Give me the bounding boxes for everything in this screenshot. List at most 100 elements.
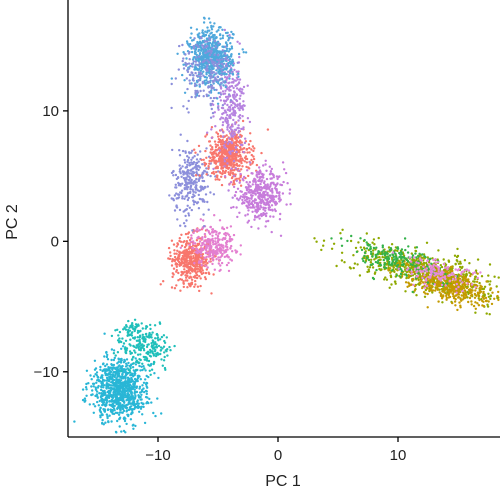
data-point bbox=[120, 347, 123, 350]
data-point bbox=[223, 232, 226, 236]
data-point bbox=[205, 156, 208, 159]
data-point bbox=[206, 241, 209, 244]
data-point bbox=[131, 326, 134, 329]
data-point bbox=[129, 352, 132, 355]
data-point bbox=[110, 363, 113, 366]
data-point bbox=[216, 97, 219, 100]
data-point bbox=[95, 393, 99, 396]
data-point bbox=[224, 234, 228, 237]
data-point bbox=[286, 182, 289, 185]
data-point bbox=[140, 398, 143, 401]
data-point bbox=[403, 266, 406, 269]
data-point bbox=[217, 70, 220, 73]
data-point bbox=[194, 96, 197, 99]
data-point bbox=[172, 267, 176, 270]
data-point bbox=[198, 289, 201, 293]
data-point bbox=[199, 185, 203, 188]
data-point bbox=[129, 380, 132, 383]
data-point bbox=[135, 386, 138, 390]
data-point bbox=[186, 160, 189, 163]
data-point bbox=[225, 243, 228, 246]
data-point bbox=[232, 118, 235, 122]
data-point bbox=[134, 372, 137, 375]
data-point bbox=[105, 413, 109, 416]
data-point bbox=[389, 271, 392, 274]
data-point bbox=[125, 403, 129, 407]
data-point bbox=[224, 45, 227, 48]
data-point bbox=[112, 363, 116, 367]
data-point bbox=[121, 373, 124, 376]
data-point bbox=[150, 336, 153, 339]
data-point bbox=[179, 246, 182, 249]
data-point bbox=[185, 251, 188, 255]
data-point bbox=[159, 338, 162, 341]
data-point bbox=[181, 254, 184, 258]
data-point bbox=[221, 138, 224, 142]
data-point bbox=[118, 374, 121, 378]
data-point bbox=[117, 357, 120, 360]
data-point bbox=[242, 150, 245, 154]
data-point bbox=[116, 406, 120, 409]
data-point bbox=[252, 155, 255, 158]
data-point bbox=[198, 174, 201, 177]
data-point bbox=[221, 123, 224, 127]
data-point bbox=[456, 260, 459, 263]
data-point bbox=[116, 419, 119, 423]
data-point bbox=[202, 95, 205, 98]
data-point bbox=[126, 376, 130, 379]
data-point bbox=[315, 240, 318, 243]
data-point bbox=[255, 170, 259, 174]
data-point bbox=[202, 213, 205, 216]
data-point bbox=[147, 343, 150, 346]
data-point bbox=[132, 427, 135, 430]
data-point bbox=[109, 375, 112, 379]
data-point bbox=[255, 173, 258, 176]
data-point bbox=[184, 274, 187, 277]
data-point bbox=[92, 411, 96, 414]
data-point bbox=[194, 186, 197, 189]
data-point bbox=[102, 408, 105, 411]
data-point bbox=[236, 164, 239, 167]
data-point bbox=[468, 262, 471, 265]
data-point bbox=[275, 175, 279, 178]
data-point bbox=[245, 204, 248, 207]
data-point bbox=[107, 420, 110, 424]
data-point bbox=[182, 173, 185, 176]
data-point bbox=[236, 105, 239, 108]
data-point bbox=[233, 113, 236, 116]
data-point bbox=[103, 332, 106, 335]
data-point bbox=[139, 378, 142, 381]
data-point bbox=[489, 295, 492, 298]
data-point bbox=[242, 201, 246, 205]
data-point bbox=[207, 17, 211, 20]
data-point bbox=[219, 143, 223, 146]
data-point bbox=[215, 175, 219, 179]
data-point bbox=[116, 339, 120, 342]
data-point bbox=[189, 272, 192, 275]
data-point bbox=[258, 191, 262, 195]
data-point bbox=[246, 221, 249, 224]
data-point bbox=[125, 347, 129, 350]
data-point bbox=[228, 89, 231, 92]
data-point bbox=[148, 336, 151, 339]
data-point bbox=[237, 107, 240, 110]
data-point bbox=[189, 263, 193, 266]
data-point bbox=[196, 251, 199, 255]
data-point bbox=[175, 263, 178, 266]
data-point bbox=[170, 82, 173, 86]
data-point bbox=[163, 351, 166, 354]
data-point bbox=[134, 424, 137, 428]
data-point bbox=[220, 62, 223, 65]
data-point bbox=[186, 87, 189, 91]
data-point bbox=[232, 169, 236, 172]
data-point bbox=[234, 128, 238, 132]
data-point bbox=[237, 124, 240, 127]
data-point bbox=[268, 200, 272, 203]
data-point bbox=[373, 258, 376, 261]
data-point bbox=[118, 337, 121, 340]
data-point bbox=[178, 252, 181, 256]
data-point bbox=[177, 279, 180, 282]
data-point bbox=[216, 144, 219, 147]
data-point bbox=[231, 70, 234, 74]
data-point bbox=[227, 70, 230, 73]
